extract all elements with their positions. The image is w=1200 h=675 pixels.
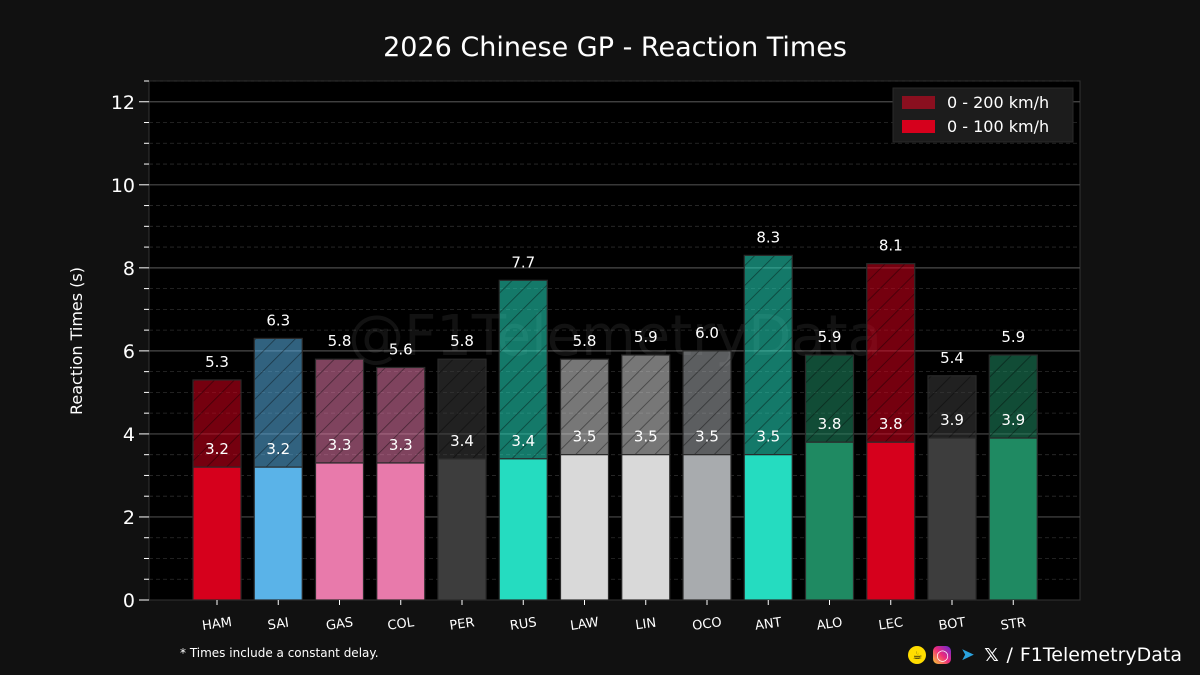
y-axis: 0 2 4 6 8 10 12 <box>111 80 149 612</box>
watermark: @F1TelemetryData <box>348 304 882 369</box>
y-tick-label: 10 <box>111 175 135 197</box>
telegram-icon[interactable]: ➤ <box>960 645 975 665</box>
bar-200-hatch <box>866 263 915 443</box>
y-tick-label: 6 <box>123 341 135 363</box>
bar-100-segment <box>498 458 548 601</box>
value-label-200: 7.7 <box>511 253 535 271</box>
x-tick-label: RUS <box>509 615 538 634</box>
bar-200-hatch <box>928 375 976 439</box>
value-label-100: 3.5 <box>573 428 597 446</box>
bar-100-segment <box>621 454 671 601</box>
footnote: * Times include a constant delay. <box>180 646 379 660</box>
x-tick-label: STR <box>1000 615 1027 633</box>
x-tick-label: LIN <box>634 616 657 634</box>
value-label-200: 5.8 <box>328 332 352 350</box>
x-tick-label: OCO <box>691 615 722 634</box>
bar-100-segment <box>743 454 793 601</box>
value-label-200: 5.3 <box>205 353 229 371</box>
x-tick-label: ALO <box>816 615 844 633</box>
bar-100-segment <box>866 441 916 601</box>
bar-200-hatch <box>254 338 303 468</box>
value-label-200: 5.4 <box>940 349 964 367</box>
value-label-200: 5.6 <box>389 340 413 358</box>
bar-200-hatch <box>438 359 486 459</box>
bar-200-hatch <box>193 379 241 468</box>
value-label-100: 3.9 <box>1001 411 1025 429</box>
x-tick-label: COL <box>387 615 416 634</box>
value-label-200: 5.8 <box>573 332 597 350</box>
instagram-icon[interactable]: ◯ <box>933 646 952 664</box>
value-label-100: 3.5 <box>634 428 658 446</box>
value-label-100: 3.3 <box>328 436 352 454</box>
x-tick-label: HAM <box>201 615 233 634</box>
value-label-200: 6.0 <box>695 324 719 342</box>
social-links: ☕ ◯ ➤ 𝕏 / F1TelemetryData <box>908 644 1182 666</box>
bar-100-segment <box>804 441 855 601</box>
x-tick-label: GAS <box>325 615 354 634</box>
y-tick-label: 12 <box>111 92 135 114</box>
y-axis-label: Reaction Times (s) <box>67 267 86 415</box>
x-tick-label: PER <box>449 615 476 633</box>
bar-200-hatch <box>744 255 793 455</box>
x-tick-label: SAI <box>267 616 290 634</box>
bar-200-hatch <box>621 355 670 455</box>
bar-200-hatch <box>499 280 548 459</box>
bar-100-segment <box>927 437 977 601</box>
value-label-100: 3.5 <box>695 428 719 446</box>
x-axis: HAM SAI GAS COL PER RUS LAW LIN OCO ANT ALO LEC BOT S… <box>201 600 1027 634</box>
value-label-200: 5.9 <box>1001 328 1025 346</box>
value-label-100: 3.9 <box>940 411 964 429</box>
value-label-100: 3.2 <box>205 440 229 458</box>
legend: 0 - 200 km/h 0 - 100 km/h <box>892 87 1074 143</box>
value-label-100: 3.8 <box>818 415 842 433</box>
gridlines <box>149 80 1080 580</box>
legend-label-100: 0 - 100 km/h <box>947 117 1049 136</box>
bar-200-hatch <box>315 359 364 463</box>
legend-swatch-100 <box>902 120 935 133</box>
value-label-100: 3.8 <box>879 415 903 433</box>
value-label-100: 3.3 <box>389 436 413 454</box>
chart-title: 2026 Chinese GP - Reaction Times <box>383 32 847 63</box>
bars: 5.3 3.2 6.3 3.2 5.8 3.3 5.6 3.3 5.8 3.4 7.7 3.4 5.8 3… <box>192 228 1038 601</box>
bar-200-hatch <box>683 350 731 455</box>
coffee-icon[interactable]: ☕ <box>908 646 927 664</box>
x-tick-label: LEC <box>878 615 904 633</box>
social-handle[interactable]: F1TelemetryData <box>1019 644 1182 666</box>
value-label-200: 8.1 <box>879 237 903 255</box>
bar-100-segment <box>682 454 732 601</box>
bar-100-segment <box>437 458 487 601</box>
value-label-200: 8.3 <box>756 228 780 246</box>
bar-100-segment <box>192 466 242 601</box>
value-label-200: 5.9 <box>634 328 658 346</box>
legend-label-200: 0 - 200 km/h <box>947 93 1049 112</box>
bar-200-hatch <box>805 355 854 443</box>
plot-area <box>148 80 1081 601</box>
y-tick-label: 8 <box>123 258 135 280</box>
value-label-100: 3.2 <box>266 440 290 458</box>
bar-200-hatch <box>989 355 1038 439</box>
legend-swatch-200 <box>902 96 935 109</box>
social-separator: / <box>1006 644 1013 666</box>
y-tick-label: 2 <box>123 507 135 529</box>
x-tick-label: ANT <box>754 615 782 634</box>
bar-100-segment <box>314 462 365 601</box>
bar-100-segment <box>253 466 303 601</box>
y-tick-label: 4 <box>123 424 135 446</box>
value-label-200: 5.8 <box>450 332 474 350</box>
value-label-100: 3.4 <box>450 432 474 450</box>
y-tick-label: 0 <box>123 590 135 612</box>
bar-100-segment <box>559 454 610 601</box>
bar-200-hatch <box>560 359 609 455</box>
value-label-200: 5.9 <box>818 328 842 346</box>
bar-100-segment <box>988 437 1038 601</box>
x-tick-label: BOT <box>938 615 967 634</box>
value-label-100: 3.5 <box>756 428 780 446</box>
x-icon[interactable]: 𝕏 <box>984 644 999 666</box>
value-label-100: 3.4 <box>511 432 535 450</box>
bar-100-segment <box>376 462 426 601</box>
x-tick-label: LAW <box>569 615 600 634</box>
value-label-200: 6.3 <box>266 311 290 329</box>
bar-200-hatch <box>376 367 425 463</box>
